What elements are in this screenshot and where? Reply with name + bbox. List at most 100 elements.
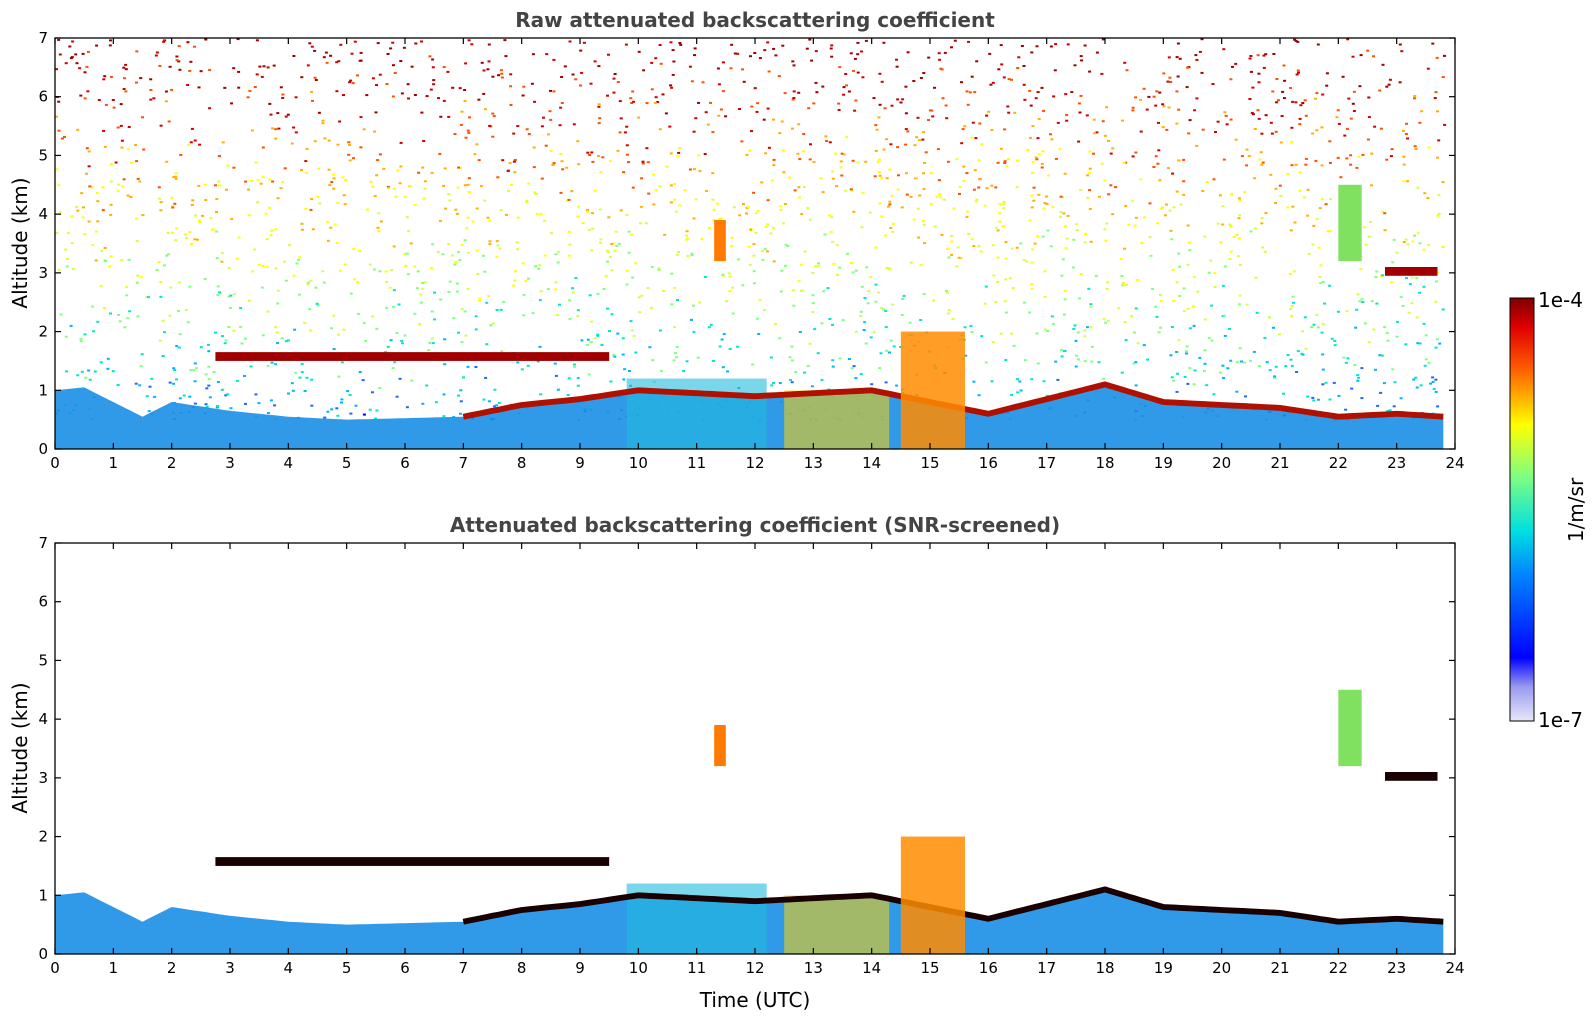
noise-pixel bbox=[290, 142, 294, 145]
noise-pixel bbox=[205, 387, 209, 390]
noise-pixel bbox=[55, 232, 59, 234]
noise-pixel bbox=[1105, 106, 1109, 109]
noise-pixel bbox=[1175, 281, 1179, 284]
noise-pixel bbox=[1175, 90, 1179, 93]
noise-pixel bbox=[310, 378, 314, 381]
noise-pixel bbox=[796, 152, 800, 155]
noise-pixel bbox=[189, 60, 193, 63]
noise-pixel bbox=[470, 43, 474, 46]
noise-pixel bbox=[404, 264, 408, 267]
noise-pixel bbox=[673, 198, 677, 201]
noise-pixel bbox=[1041, 235, 1045, 238]
noise-pixel bbox=[215, 406, 219, 409]
noise-pixel bbox=[563, 65, 567, 68]
x-tick-label: 8 bbox=[517, 959, 527, 977]
noise-pixel bbox=[69, 324, 73, 327]
noise-pixel bbox=[849, 262, 853, 264]
noise-pixel bbox=[627, 251, 631, 254]
noise-pixel bbox=[803, 250, 807, 253]
noise-pixel bbox=[1139, 98, 1143, 101]
noise-pixel bbox=[1298, 123, 1302, 126]
noise-pixel bbox=[478, 297, 482, 300]
cloud-layer-rect bbox=[1385, 771, 1438, 781]
noise-pixel bbox=[96, 200, 100, 203]
noise-pixel bbox=[58, 53, 62, 56]
noise-pixel bbox=[189, 242, 193, 245]
noise-pixel bbox=[790, 359, 794, 362]
noise-pixel bbox=[1075, 223, 1079, 226]
noise-pixel bbox=[736, 345, 740, 348]
noise-pixel bbox=[170, 88, 174, 91]
noise-pixel bbox=[587, 373, 591, 376]
noise-pixel bbox=[374, 417, 378, 420]
noise-pixel bbox=[316, 304, 320, 307]
noise-pixel bbox=[752, 282, 756, 285]
noise-pixel bbox=[1146, 358, 1149, 361]
noise-pixel bbox=[936, 148, 940, 151]
noise-pixel bbox=[791, 127, 794, 130]
noise-pixel bbox=[261, 334, 265, 337]
noise-pixel bbox=[678, 204, 682, 207]
noise-pixel bbox=[166, 232, 170, 234]
noise-pixel bbox=[172, 382, 176, 385]
noise-pixel bbox=[923, 161, 927, 164]
noise-pixel bbox=[155, 269, 159, 272]
noise-pixel bbox=[730, 236, 734, 239]
noise-pixel bbox=[255, 73, 259, 76]
x-tick-label: 1 bbox=[109, 959, 119, 977]
noise-pixel bbox=[1187, 132, 1191, 135]
noise-pixel bbox=[483, 270, 487, 273]
noise-pixel bbox=[509, 73, 513, 76]
noise-pixel bbox=[441, 253, 445, 256]
noise-pixel bbox=[1079, 273, 1083, 275]
noise-pixel bbox=[175, 345, 179, 348]
noise-pixel bbox=[712, 360, 716, 362]
noise-pixel bbox=[1402, 180, 1406, 183]
noise-pixel bbox=[1361, 301, 1365, 303]
noise-pixel bbox=[1255, 311, 1259, 314]
noise-pixel bbox=[251, 270, 255, 273]
noise-pixel bbox=[1036, 235, 1040, 238]
noise-pixel bbox=[538, 264, 542, 267]
noise-pixel bbox=[1326, 230, 1330, 233]
noise-pixel bbox=[1159, 326, 1163, 329]
noise-pixel bbox=[66, 232, 70, 234]
noise-pixel bbox=[791, 289, 795, 292]
noise-pixel bbox=[1328, 398, 1332, 401]
noise-pixel bbox=[745, 153, 749, 156]
noise-pixel bbox=[1346, 357, 1350, 360]
noise-pixel bbox=[980, 335, 984, 338]
noise-pixel bbox=[442, 415, 446, 418]
noise-pixel bbox=[466, 216, 470, 219]
noise-pixel bbox=[962, 180, 966, 182]
noise-pixel bbox=[665, 165, 669, 168]
noise-pixel bbox=[1131, 199, 1135, 202]
noise-pixel bbox=[601, 156, 605, 159]
noise-pixel bbox=[1386, 339, 1390, 342]
noise-pixel bbox=[567, 230, 571, 233]
noise-pixel bbox=[1139, 130, 1143, 133]
noise-pixel bbox=[353, 40, 357, 43]
noise-pixel bbox=[1121, 119, 1124, 122]
noise-pixel bbox=[87, 369, 91, 372]
noise-pixel bbox=[642, 69, 646, 72]
noise-pixel bbox=[835, 244, 839, 247]
noise-pixel bbox=[840, 174, 844, 177]
noise-pixel bbox=[368, 408, 372, 411]
noise-pixel bbox=[139, 77, 143, 80]
noise-pixel bbox=[1176, 75, 1180, 78]
noise-pixel bbox=[1237, 217, 1241, 220]
colorbar: 1e-4 1e-7 1/m/sr bbox=[1509, 288, 1588, 732]
noise-pixel bbox=[958, 193, 961, 195]
noise-pixel bbox=[208, 68, 212, 71]
noise-pixel bbox=[1117, 307, 1121, 310]
x-axis-label: Time (UTC) bbox=[699, 988, 811, 1012]
noise-pixel bbox=[306, 283, 310, 286]
noise-pixel bbox=[109, 203, 113, 206]
noise-pixel bbox=[1015, 246, 1019, 249]
noise-pixel bbox=[284, 279, 288, 282]
noise-pixel bbox=[1054, 360, 1058, 363]
noise-pixel bbox=[779, 208, 783, 211]
noise-pixel bbox=[522, 293, 526, 296]
noise-pixel bbox=[90, 186, 94, 189]
